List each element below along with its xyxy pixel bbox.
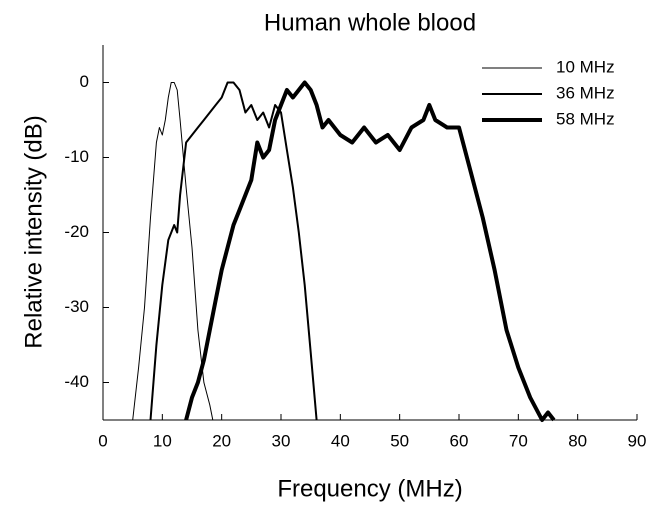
x-tick-label: 30	[272, 431, 291, 450]
legend-label: 36 MHz	[556, 83, 615, 102]
x-tick-label: 0	[98, 431, 107, 450]
data-line	[132, 82, 214, 421]
legend-label: 58 MHz	[556, 109, 615, 128]
y-tick-label: -20	[64, 222, 89, 241]
data-line	[184, 80, 556, 422]
x-tick-label: 10	[153, 431, 172, 450]
chart-title: Human whole blood	[264, 9, 476, 36]
x-tick-label: 80	[568, 431, 587, 450]
x-axis-label: Frequency (MHz)	[277, 475, 462, 502]
y-tick-label: -10	[64, 147, 89, 166]
x-tick-label: 20	[212, 431, 231, 450]
legend-label: 10 MHz	[556, 57, 615, 76]
x-tick-label: 50	[390, 431, 409, 450]
x-tick-label: 40	[331, 431, 350, 450]
x-tick-label: 60	[450, 431, 469, 450]
y-tick-label: 0	[80, 72, 89, 91]
y-tick-label: -40	[64, 372, 89, 391]
x-tick-label: 70	[509, 431, 528, 450]
data-line	[149, 81, 318, 421]
x-tick-label: 90	[628, 431, 647, 450]
y-axis-label: Relative intensity (dB)	[20, 115, 47, 348]
y-tick-label: -30	[64, 297, 89, 316]
